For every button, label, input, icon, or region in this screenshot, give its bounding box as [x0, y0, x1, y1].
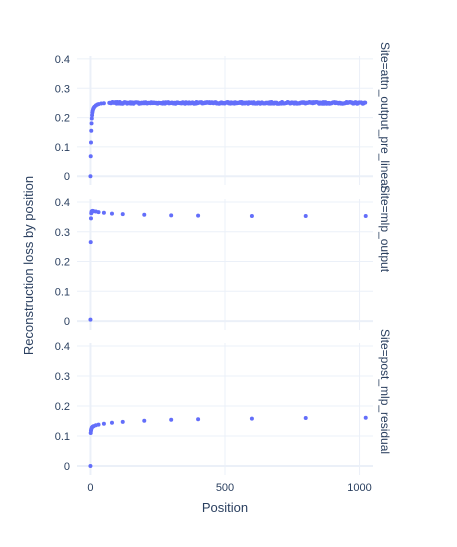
x-tick-label-0: 0 [87, 482, 93, 494]
y-tick-label-3-3: 0.3 [55, 371, 70, 383]
x-tick-label-2: 1000 [347, 482, 371, 494]
data-point-1-1 [88, 154, 93, 159]
data-point-2-0 [88, 317, 93, 322]
facet-label-1: Site=attn_output_pre_linear [378, 42, 392, 190]
y-tick-label-2-1: 0.1 [55, 286, 70, 298]
data-point-1-5 [89, 116, 94, 121]
y-tick-label-1-3: 0.3 [55, 83, 70, 95]
y-axis-title: Reconstruction loss by position [21, 176, 36, 355]
data-point-3-15 [249, 416, 254, 421]
y-tick-label-3-0: 0 [64, 461, 70, 473]
facet-label-2: Site=mlp_output [378, 185, 392, 273]
y-tick-label-1-0: 0 [64, 171, 70, 183]
data-point-1-0 [88, 174, 93, 179]
data-point-3-8 [96, 422, 101, 427]
y-tick-label-2-0: 0 [64, 316, 70, 328]
data-point-2-14 [169, 213, 174, 218]
x-tick-label-1: 500 [216, 482, 234, 494]
data-point-3-10 [109, 420, 114, 425]
data-point-3-0 [88, 464, 93, 468]
data-point-1-16 [101, 101, 106, 106]
data-point-2-13 [142, 212, 147, 217]
y-tick-label-1-1: 0.1 [55, 142, 70, 154]
data-point-3-11 [120, 419, 125, 424]
data-point-2-15 [196, 213, 201, 218]
data-point-1-2 [88, 140, 93, 145]
y-tick-label-3-1: 0.1 [55, 431, 70, 443]
y-tick-label-2-3: 0.3 [55, 227, 70, 239]
data-point-2-16 [249, 213, 254, 218]
data-point-2-18 [363, 213, 368, 218]
y-tick-label-3-2: 0.2 [55, 401, 70, 413]
data-point-3-17 [363, 415, 368, 420]
x-axis-title: Position [202, 500, 248, 515]
data-point-1-3 [89, 128, 94, 133]
data-point-3-16 [303, 416, 308, 420]
data-point-3-12 [142, 418, 147, 423]
facet-label-3: Site=post_mlp_residual [378, 329, 392, 454]
data-point-2-11 [109, 211, 114, 216]
data-point-3-13 [169, 417, 174, 422]
data-point-1-4 [89, 121, 94, 126]
y-tick-label-1-2: 0.2 [55, 113, 70, 125]
y-tick-label-2-2: 0.2 [55, 257, 70, 269]
data-point-2-10 [101, 210, 106, 215]
data-point-2-2 [88, 216, 93, 221]
data-point-2-1 [88, 240, 93, 245]
y-tick-label-2-4: 0.4 [55, 197, 70, 209]
y-tick-label-3-4: 0.4 [55, 341, 70, 353]
data-point-2-9 [96, 210, 101, 215]
data-point-3-9 [101, 421, 106, 426]
data-point-3-14 [196, 417, 201, 422]
data-point-2-17 [303, 213, 308, 218]
data-point-2-12 [120, 212, 125, 217]
data-point-1-334 [363, 100, 368, 105]
y-tick-label-1-4: 0.4 [55, 54, 70, 66]
